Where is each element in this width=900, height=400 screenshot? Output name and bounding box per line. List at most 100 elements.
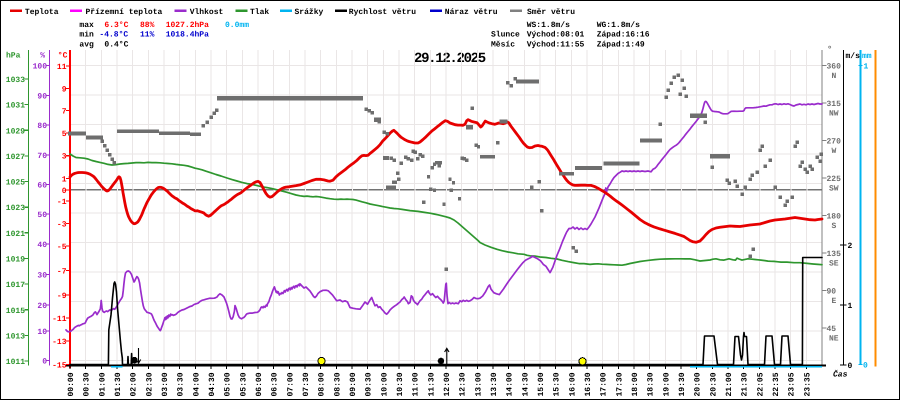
svg-text:18:30: 18:30 bbox=[647, 372, 656, 396]
svg-text:10:30: 10:30 bbox=[396, 372, 405, 396]
svg-text:20:00: 20:00 bbox=[694, 372, 703, 396]
svg-text:0.4°C: 0.4°C bbox=[104, 40, 128, 49]
svg-text:14:00: 14:00 bbox=[506, 372, 515, 396]
svg-text:WS:1.8m/s: WS:1.8m/s bbox=[527, 21, 570, 30]
svg-text:01:00: 01:00 bbox=[98, 372, 107, 396]
svg-text:hPa: hPa bbox=[6, 52, 21, 61]
svg-text:1023: 1023 bbox=[6, 204, 25, 213]
svg-text:50: 50 bbox=[37, 211, 47, 220]
svg-text:13:30: 13:30 bbox=[490, 372, 499, 396]
svg-text:1018.4hPa: 1018.4hPa bbox=[166, 31, 209, 40]
svg-text:%: % bbox=[40, 52, 45, 61]
svg-text:90: 90 bbox=[37, 93, 47, 102]
svg-text:04:00: 04:00 bbox=[192, 372, 201, 396]
svg-text:SE: SE bbox=[829, 260, 839, 269]
svg-text:20: 20 bbox=[37, 302, 47, 311]
svg-text:11:30: 11:30 bbox=[427, 372, 436, 396]
svg-text:40: 40 bbox=[37, 241, 47, 250]
svg-text:10: 10 bbox=[37, 328, 47, 337]
svg-text:Vlhkost: Vlhkost bbox=[190, 8, 224, 17]
svg-text:Východ:11:55: Východ:11:55 bbox=[527, 40, 585, 49]
svg-text:-11: -11 bbox=[52, 315, 67, 324]
svg-text:Rychlost větru: Rychlost větru bbox=[349, 8, 416, 17]
svg-text:E: E bbox=[832, 297, 837, 306]
svg-text:0: 0 bbox=[848, 362, 853, 371]
svg-text:Srážky: Srážky bbox=[295, 8, 324, 17]
svg-text:-3: -3 bbox=[57, 221, 67, 230]
svg-text:W: W bbox=[832, 147, 837, 156]
svg-text:12:00: 12:00 bbox=[443, 372, 452, 396]
svg-text:-13: -13 bbox=[52, 338, 67, 347]
svg-text:100: 100 bbox=[33, 63, 48, 72]
svg-text:06:30: 06:30 bbox=[271, 372, 280, 396]
svg-text:°: ° bbox=[827, 45, 832, 55]
svg-text:03:30: 03:30 bbox=[177, 372, 186, 396]
svg-text:06:00: 06:00 bbox=[255, 372, 264, 396]
svg-text:02:30: 02:30 bbox=[145, 372, 154, 396]
svg-text:135: 135 bbox=[827, 250, 842, 259]
svg-text:NE: NE bbox=[829, 335, 839, 344]
svg-text:88%: 88% bbox=[140, 21, 155, 30]
svg-text:11:00: 11:00 bbox=[412, 372, 421, 396]
svg-text:5: 5 bbox=[62, 130, 67, 139]
svg-text:13:00: 13:00 bbox=[474, 372, 483, 396]
svg-text:10:00: 10:00 bbox=[380, 372, 389, 396]
svg-text:03:00: 03:00 bbox=[161, 372, 170, 396]
svg-text:45: 45 bbox=[827, 325, 837, 334]
svg-text:180: 180 bbox=[827, 213, 842, 222]
svg-text:30: 30 bbox=[37, 272, 47, 281]
svg-text:1015: 1015 bbox=[6, 307, 25, 316]
svg-text:23:05: 23:05 bbox=[788, 372, 797, 396]
svg-text:mm: mm bbox=[862, 52, 872, 61]
svg-text:02:00: 02:00 bbox=[130, 372, 139, 396]
svg-text:1: 1 bbox=[848, 302, 853, 311]
svg-text:-7: -7 bbox=[57, 268, 67, 277]
svg-text:270: 270 bbox=[827, 138, 842, 147]
svg-text:-15: -15 bbox=[52, 362, 67, 371]
svg-text:7: 7 bbox=[62, 108, 67, 117]
svg-text:1017: 1017 bbox=[6, 281, 25, 290]
svg-text:07:00: 07:00 bbox=[286, 372, 295, 396]
svg-text:Teplota: Teplota bbox=[25, 8, 59, 17]
svg-text:S: S bbox=[832, 222, 837, 231]
svg-text:16:00: 16:00 bbox=[568, 372, 577, 396]
svg-text:225: 225 bbox=[827, 175, 842, 184]
svg-text:Směr větru: Směr větru bbox=[527, 8, 575, 17]
svg-text:60: 60 bbox=[37, 182, 47, 191]
svg-text:-4.8°C: -4.8°C bbox=[99, 31, 128, 40]
svg-text:01:30: 01:30 bbox=[114, 372, 123, 396]
svg-text:6.3°C: 6.3°C bbox=[104, 21, 128, 30]
svg-text:11%: 11% bbox=[140, 31, 155, 40]
svg-text:23:35: 23:35 bbox=[803, 372, 812, 396]
svg-text:21:30: 21:30 bbox=[741, 372, 750, 396]
svg-text:11: 11 bbox=[57, 63, 67, 72]
svg-text:18:00: 18:00 bbox=[631, 372, 640, 396]
svg-text:Západ:16:16: Západ:16:16 bbox=[597, 31, 650, 40]
svg-text:Čas: Čas bbox=[833, 370, 848, 380]
svg-text:08:00: 08:00 bbox=[318, 372, 327, 396]
svg-text:0.0mm: 0.0mm bbox=[225, 21, 249, 30]
svg-text:Přízemní teplota: Přízemní teplota bbox=[86, 8, 163, 17]
svg-text:-9: -9 bbox=[57, 292, 67, 301]
svg-text:05:00: 05:00 bbox=[224, 372, 233, 396]
svg-text:00:30: 00:30 bbox=[83, 372, 92, 396]
svg-text:1031: 1031 bbox=[6, 102, 25, 111]
svg-text:0: 0 bbox=[863, 362, 868, 371]
svg-text:1013: 1013 bbox=[6, 332, 25, 341]
svg-text:N: N bbox=[832, 72, 837, 81]
svg-text:m/s: m/s bbox=[846, 52, 861, 61]
svg-text:Slunce: Slunce bbox=[491, 31, 520, 40]
svg-text:Měsíc: Měsíc bbox=[491, 40, 515, 49]
svg-text:1027.2hPa: 1027.2hPa bbox=[166, 21, 209, 30]
svg-text:-1: -1 bbox=[57, 198, 67, 207]
svg-text:17:30: 17:30 bbox=[615, 372, 624, 396]
svg-text:16:30: 16:30 bbox=[584, 372, 593, 396]
svg-text:-5: -5 bbox=[57, 243, 67, 252]
svg-text:15:30: 15:30 bbox=[553, 372, 562, 396]
svg-text:08:30: 08:30 bbox=[333, 372, 342, 396]
svg-text:1029: 1029 bbox=[6, 127, 25, 136]
svg-text:1: 1 bbox=[62, 176, 67, 185]
svg-text:Tlak: Tlak bbox=[250, 8, 269, 17]
svg-text:min: min bbox=[79, 31, 94, 40]
svg-text:12:30: 12:30 bbox=[459, 372, 468, 396]
